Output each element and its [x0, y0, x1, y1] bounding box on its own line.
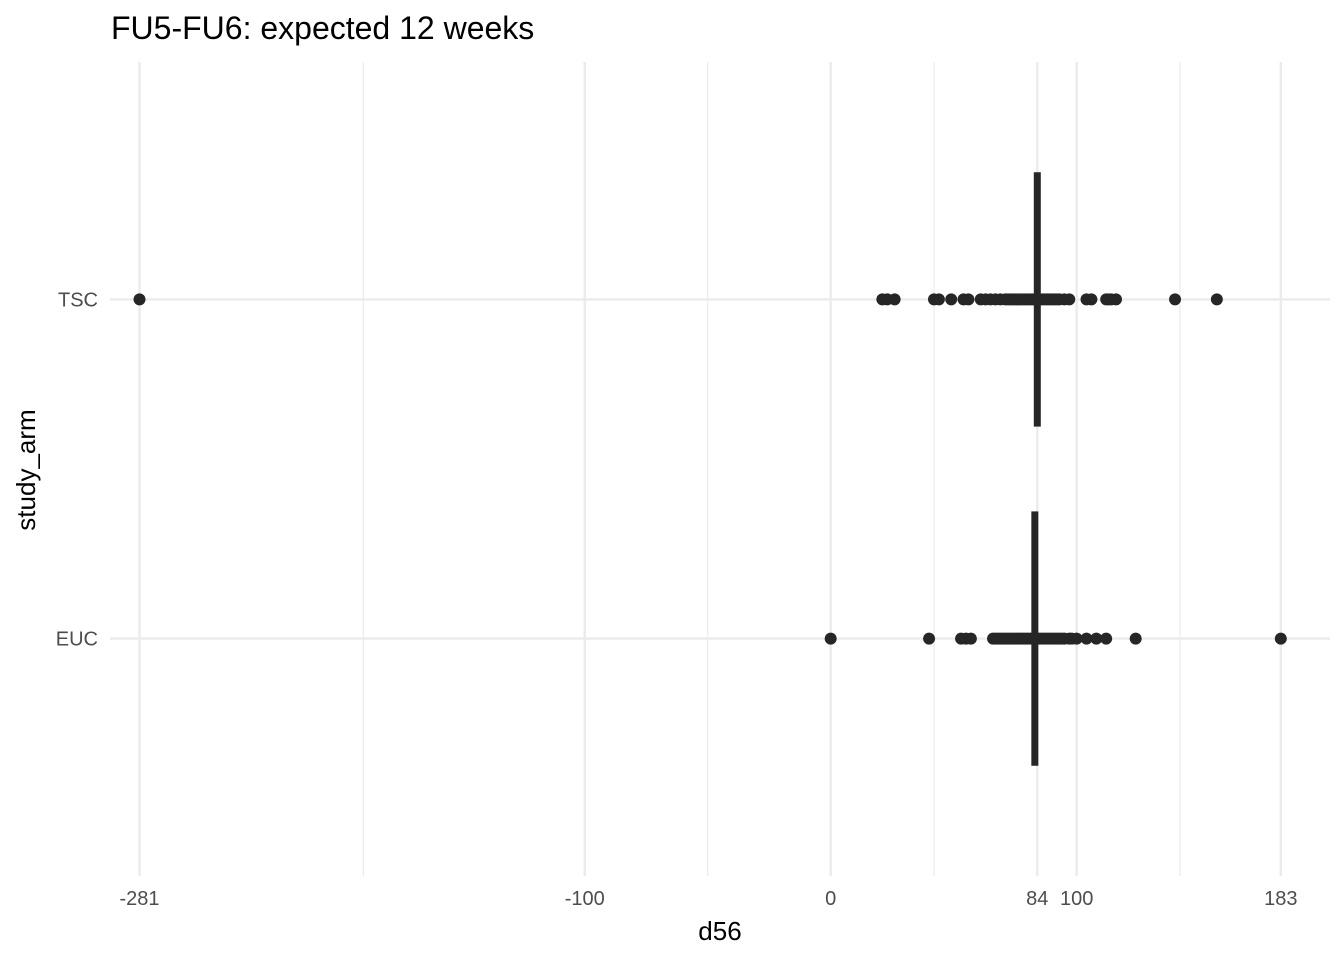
data-point — [945, 293, 958, 306]
data-point — [1100, 632, 1113, 645]
major-gridlines-y — [110, 298, 1330, 640]
y-tick-label: TSC — [58, 289, 98, 311]
data-point — [1070, 632, 1083, 645]
data-point — [133, 293, 146, 306]
data-point — [962, 293, 975, 306]
x-tick-label: -281 — [120, 888, 160, 910]
data-point — [1274, 632, 1287, 645]
y-tick-labels: EUC TSC — [56, 289, 98, 650]
x-tick-labels: -281 -100 0 84 100 183 — [120, 888, 1298, 910]
median-bars — [1031, 172, 1041, 766]
data-point — [888, 293, 901, 306]
data-point — [932, 293, 945, 306]
x-axis-title: d56 — [698, 916, 741, 946]
data-point — [824, 632, 837, 645]
data-point — [1210, 293, 1223, 306]
y-tick-label: EUC — [56, 629, 98, 651]
y-axis-title: study_arm — [11, 409, 41, 530]
chart-title: FU5-FU6: expected 12 weeks — [111, 10, 534, 46]
median-bar — [1031, 511, 1039, 766]
x-tick-label: -100 — [565, 888, 605, 910]
data-point — [1110, 293, 1123, 306]
x-tick-label: 183 — [1264, 888, 1297, 910]
data-point — [964, 632, 977, 645]
data-points — [133, 293, 1287, 645]
data-point — [1085, 293, 1098, 306]
major-gridlines-x — [138, 62, 1283, 876]
data-point — [1090, 632, 1103, 645]
data-point — [1063, 293, 1076, 306]
data-point — [1169, 293, 1182, 306]
data-point — [923, 632, 936, 645]
x-tick-label: 0 — [825, 888, 836, 910]
data-point — [1129, 632, 1142, 645]
minor-gridlines — [362, 62, 1181, 876]
x-tick-label: 84 — [1026, 888, 1048, 910]
median-bar — [1033, 172, 1041, 427]
data-point — [1080, 632, 1093, 645]
x-tick-label: 100 — [1060, 888, 1093, 910]
